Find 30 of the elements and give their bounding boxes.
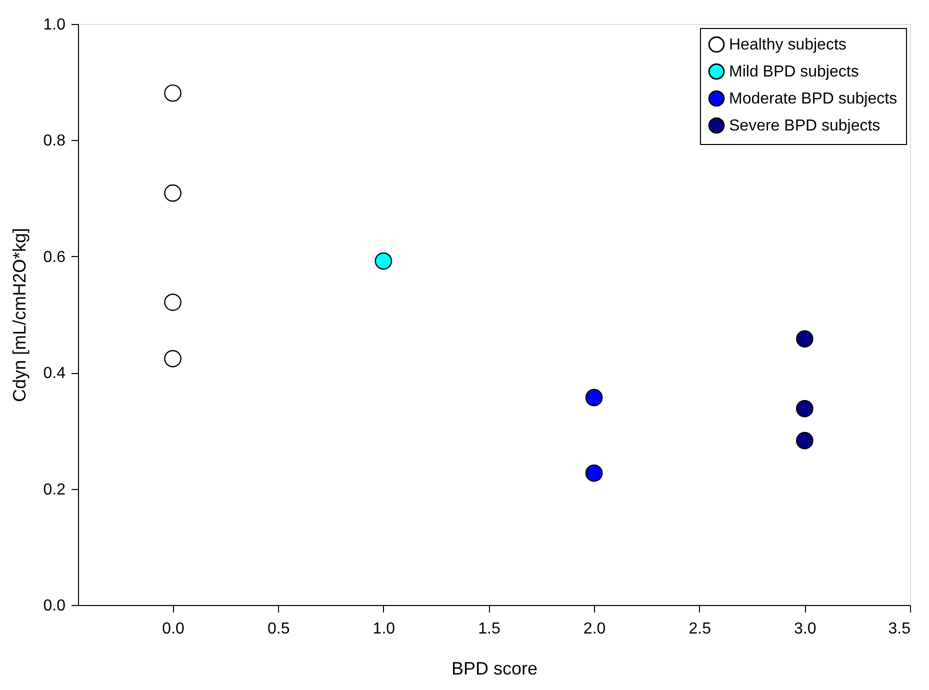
x-tick-label: 3.5 [888, 620, 911, 638]
point [164, 184, 182, 202]
legend-label: Healthy subjects [729, 36, 846, 54]
y-tick-label: 0.0 [43, 598, 66, 614]
legend-label: Moderate BPD subjects [729, 90, 898, 108]
point [374, 252, 392, 270]
point [796, 400, 814, 418]
y-tick-label: 1.0 [43, 16, 66, 34]
point [164, 294, 182, 311]
x-tick-label: 2.0 [583, 620, 606, 638]
point [585, 464, 603, 482]
y-tick-label: 0.6 [43, 248, 66, 266]
x-axis-title: BPD score [451, 658, 538, 678]
y-axis-title: Cdyn [mL/cmH2O*kg] [9, 228, 30, 402]
y-tick-label: 0.8 [43, 132, 66, 150]
y-tick-label: 0.2 [43, 481, 66, 498]
y-tick-label: 0.4 [43, 365, 66, 382]
x-tick-label: 2.5 [688, 620, 712, 638]
x-tick-label: 1.0 [372, 620, 396, 638]
legend-label: Severe BPD subjects [729, 118, 880, 134]
x-tick-label: 0.0 [162, 620, 185, 638]
point [796, 330, 814, 348]
point [585, 388, 603, 406]
x-tick-label: 3.0 [794, 620, 816, 638]
point [796, 432, 814, 450]
point [164, 350, 182, 368]
x-tick-label: 0.5 [267, 620, 290, 638]
point [164, 84, 182, 102]
x-tick-label: 1.5 [478, 620, 500, 638]
legend-label: Mild BPD subjects [729, 64, 859, 80]
